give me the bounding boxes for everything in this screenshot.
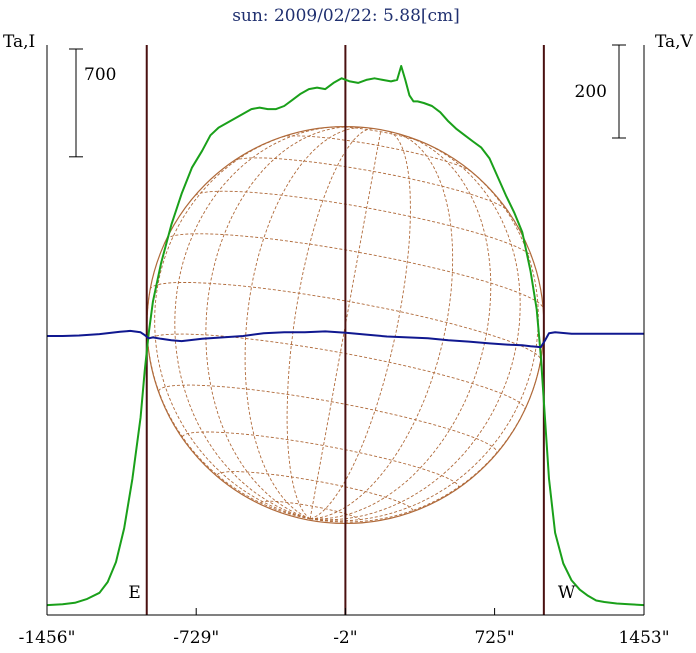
polarization-scale-bar-label: 200 (575, 82, 607, 102)
latitude-line (147, 333, 526, 410)
x-tick-label: -2" (333, 628, 357, 648)
x-tick-label: 725" (474, 628, 514, 648)
latitude-line (282, 135, 472, 172)
right-axis-label: Ta,V (655, 32, 694, 52)
left-axis-label: Ta,I (3, 32, 35, 52)
intensity-scale-bar-label: 700 (84, 65, 116, 85)
chart-title: sun: 2009/02/22: 5.88[cm] (232, 6, 460, 26)
x-tick-label: 1453" (618, 628, 669, 648)
limb-label-w: W (558, 583, 576, 603)
latitude-line (166, 233, 544, 309)
longitude-line (310, 360, 542, 523)
latitude-line (234, 157, 508, 211)
longitude-line (310, 142, 521, 521)
longitude-line (310, 136, 492, 520)
longitude-line (205, 126, 352, 520)
longitude-line (309, 131, 411, 520)
scale-bars: 700 200 (69, 44, 626, 158)
longitude-line (309, 129, 382, 519)
latitude-line (195, 190, 532, 257)
x-tick-label: -729" (173, 628, 219, 648)
longitude-line (154, 133, 311, 520)
limb-and-center-lines (145, 45, 545, 615)
longitude-line (146, 289, 311, 520)
series-lines (46, 65, 645, 607)
x-tick-labels: -1456" -729" -2" 725" 1453" (19, 608, 670, 648)
longitude-line (244, 127, 366, 520)
limb-label-e: E (128, 583, 140, 603)
series-line-v (47, 329, 644, 349)
longitude-line (310, 164, 539, 522)
longitude-line (310, 132, 454, 520)
x-tick-label: -1456" (19, 628, 76, 648)
longitude-line (174, 126, 337, 520)
series-line-i (46, 65, 645, 607)
